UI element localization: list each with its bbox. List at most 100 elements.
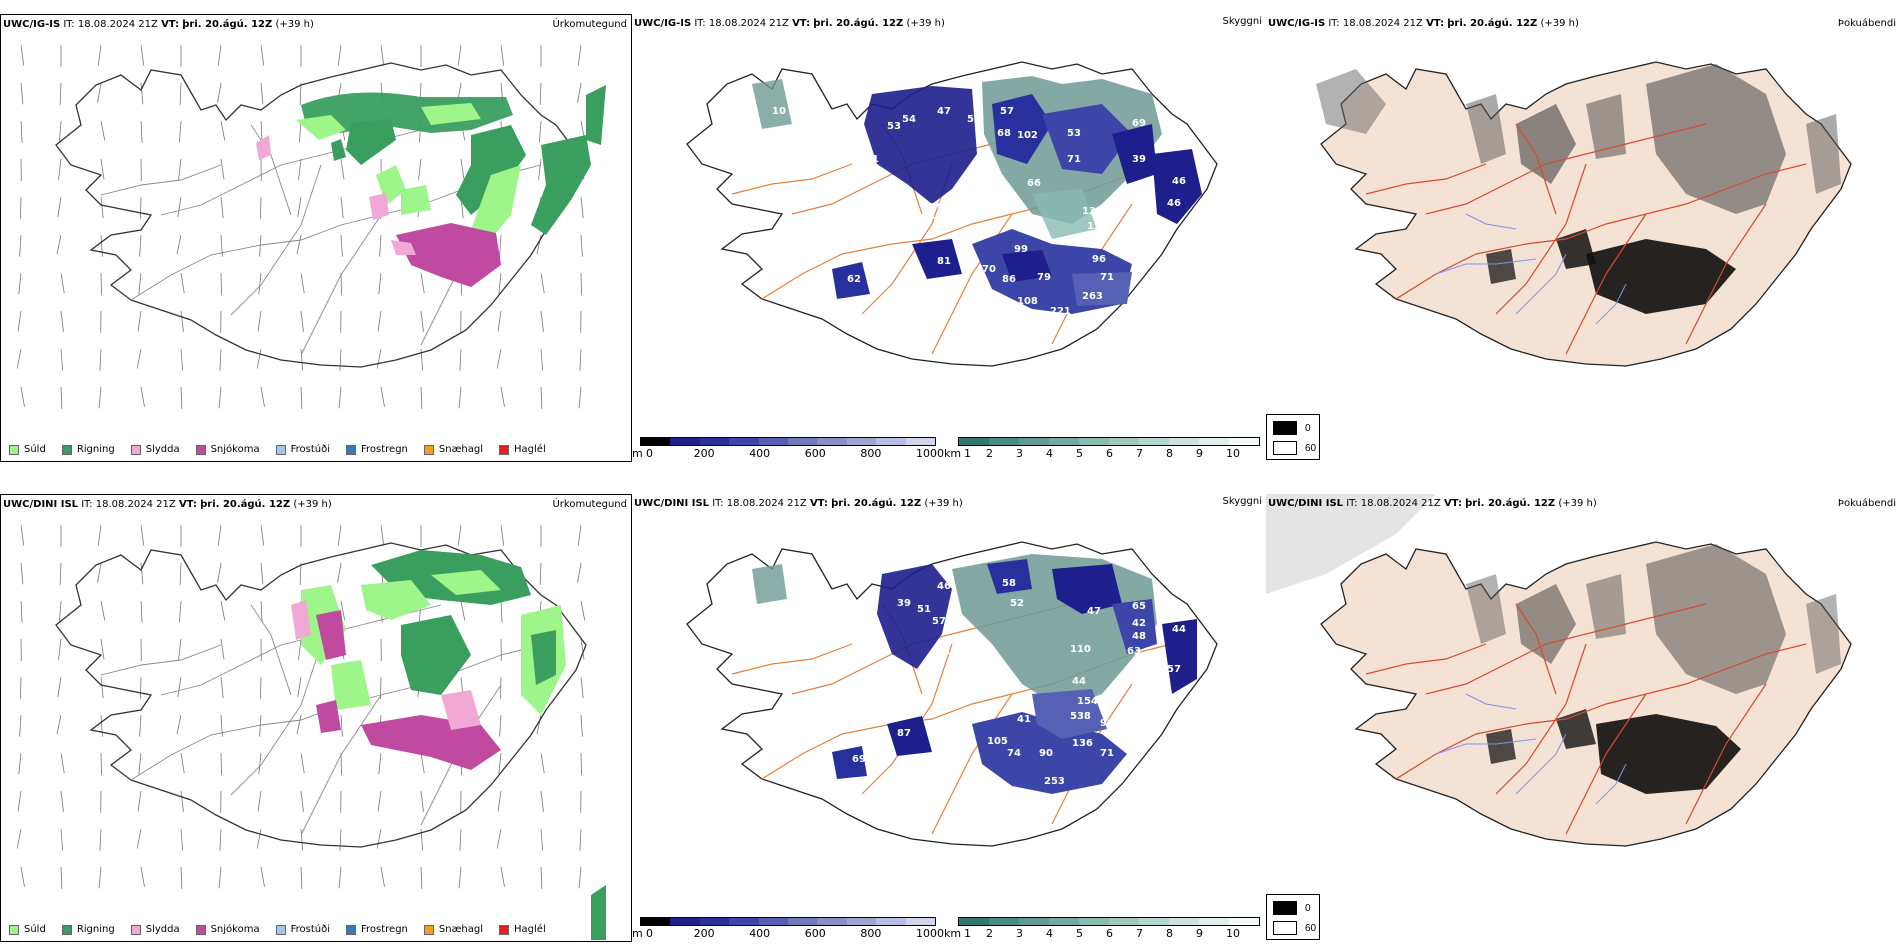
wind-barb [340, 272, 342, 295]
road-line [861, 643, 953, 795]
colorbar-tick-label: 10 [1226, 447, 1240, 460]
wind-barb [498, 272, 502, 295]
colorbar-segment [876, 438, 906, 445]
wind-barb [100, 272, 102, 295]
legend-item: Haglél [499, 444, 546, 455]
colorbar-segment [1079, 918, 1109, 925]
legend-label: Slydda [145, 444, 180, 455]
precip-type-map-row2 [16, 524, 606, 940]
wind-barb [140, 386, 145, 407]
wind-barbs [16, 44, 586, 409]
colorbar-segment [1019, 438, 1049, 445]
wind-barb [300, 866, 303, 889]
visibility-value-label: 50 [967, 114, 981, 125]
fog-legend-swatch-60 [1273, 441, 1297, 455]
wind-barb [420, 310, 424, 332]
colorbar-tick-label: 1000 [916, 447, 944, 460]
wind-barb [140, 866, 145, 887]
valid-time: þri. 20.ágú. 12Z [813, 18, 904, 29]
wind-barb [500, 44, 505, 66]
wind-barb [379, 234, 382, 257]
colorbar-segment [1019, 918, 1049, 925]
iceland-coastline [686, 541, 1218, 847]
road-line [931, 213, 1013, 355]
wind-barb [177, 196, 182, 218]
model-name: UWC/IG-IS [634, 18, 692, 29]
visibility-value-label: 69 [852, 754, 866, 765]
road-network [1365, 603, 1807, 835]
wind-barb [260, 386, 265, 407]
panel-title: Þokuábendi [1837, 18, 1896, 29]
wind-barb [60, 866, 63, 889]
wind-barb [219, 348, 222, 371]
visibility-value-label: 51 [937, 646, 951, 657]
wind-barb [16, 348, 22, 369]
wind-barb [380, 524, 385, 546]
wind-barb [580, 234, 583, 257]
wind-barb [300, 348, 304, 371]
road-line [1425, 123, 1707, 215]
colorbar-tick-label: 7 [1136, 927, 1143, 940]
visibility-value-label: 57 [932, 616, 946, 627]
wind-barb [538, 120, 542, 143]
wind-barb [340, 234, 343, 257]
sea-fog-patch [1266, 494, 1436, 594]
height-colorbar-strip [640, 917, 936, 926]
wind-barb [418, 158, 422, 180]
colorbar-tick-label: 600 [804, 447, 826, 460]
wind-barb [140, 524, 145, 546]
wind-barb [580, 272, 582, 295]
wind-barb [217, 44, 222, 66]
colorbar-tick-label: 600 [804, 927, 826, 940]
fog-legend-row2: 0 60 [1266, 894, 1320, 940]
fog-legend-label-60: 60 [1305, 443, 1317, 454]
visibility-value-label: 154 [1077, 696, 1098, 707]
it-label: IT: [63, 19, 75, 30]
visibility-value-label: 105 [987, 736, 1008, 747]
fog-legend-swatch-0 [1273, 421, 1297, 435]
it-label: IT: [1346, 498, 1358, 509]
wind-barb [377, 310, 382, 332]
colorbar-tick-label: 6 [1106, 447, 1113, 460]
wind-barb [296, 234, 302, 255]
wind-barb [217, 562, 222, 583]
precip-areas [291, 550, 606, 940]
wind-barb [20, 600, 23, 623]
wind-barb [300, 310, 304, 332]
fog-map-row2 [1266, 494, 1852, 847]
wind-barb [20, 676, 22, 699]
visibility-value-label: 39 [1132, 154, 1146, 165]
iceland-coastline [55, 542, 587, 848]
road-line [1395, 643, 1807, 780]
legend-swatch [130, 444, 141, 455]
visibility-map-row2: 46 58 39 51 52 57 47 65 42 48 51 63 110 44 57 44 96 154 53… [686, 541, 1218, 847]
river-network [1435, 213, 1627, 325]
wind-barb [176, 234, 182, 255]
valid-time: þri. 20.ágú. 12Z [200, 499, 291, 510]
height-unit: m [632, 927, 643, 940]
colorbar-segment [1229, 438, 1259, 445]
precip-areas [256, 85, 606, 287]
visibility-value-label: 108 [1017, 296, 1038, 307]
colorbar-tick-label: 0 [646, 447, 653, 460]
wind-barb [580, 714, 583, 737]
wind-barb [19, 714, 22, 737]
wind-barb [20, 82, 24, 105]
legend-item: Snæhagl [423, 444, 483, 455]
road-line [100, 644, 222, 676]
legend-swatch [9, 924, 19, 935]
wind-barb [500, 676, 502, 699]
visibility-value-label: 57 [1000, 106, 1014, 117]
wind-barb [420, 752, 425, 774]
wind-barb [496, 828, 502, 849]
vt-label: VT: [178, 499, 197, 510]
panel-title: Þokuábendi [1837, 498, 1896, 509]
legend-label: Frostúði [290, 444, 330, 455]
wind-barb [260, 866, 265, 887]
legend-swatch [423, 444, 434, 455]
colorbar-segment [817, 918, 847, 925]
wind-barb [19, 234, 22, 257]
wind-barb [498, 752, 502, 775]
wind-barb [340, 196, 344, 219]
panel-header: UWC/IG-IS IT: 18.08.2024 21Z VT: þri. 20… [634, 18, 945, 29]
